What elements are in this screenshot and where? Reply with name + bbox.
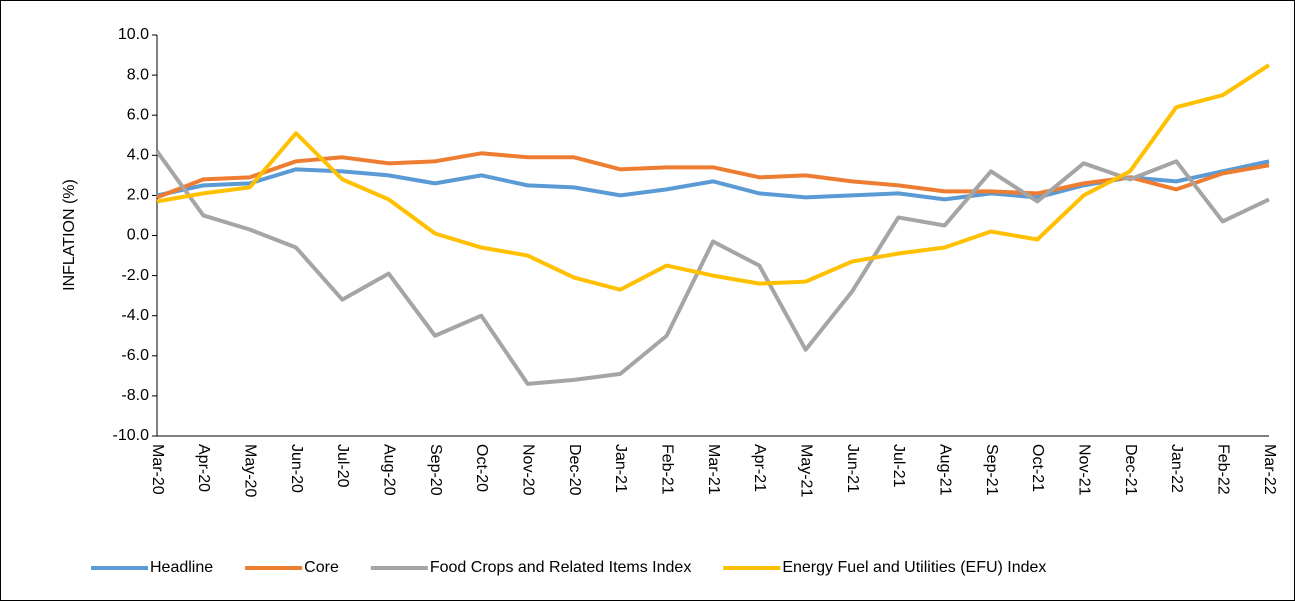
x-tick-label: May-20 xyxy=(241,444,258,497)
x-tick-label: Jan-21 xyxy=(612,444,629,493)
x-tick-label: Mar-20 xyxy=(149,444,166,495)
x-tick-label: May-21 xyxy=(797,444,814,497)
x-tick-label: Apr-20 xyxy=(195,444,212,492)
y-axis-label: INFLATION (%) xyxy=(61,179,78,291)
x-tick-label: Jul-21 xyxy=(890,444,907,488)
x-tick-label: Oct-20 xyxy=(473,444,490,492)
x-tick-label: Jan-22 xyxy=(1168,444,1185,493)
x-tick-label: Jun-21 xyxy=(844,444,861,493)
x-tick-label: Aug-20 xyxy=(380,444,397,496)
x-tick-label: Sep-20 xyxy=(427,444,444,496)
legend-label: Energy Fuel and Utilities (EFU) Index xyxy=(782,559,1046,576)
x-tick-label: Mar-21 xyxy=(705,444,722,495)
x-tick-label: Nov-21 xyxy=(1075,444,1092,496)
x-tick-label: Feb-21 xyxy=(658,444,675,495)
y-tick-label: -2.0 xyxy=(121,267,149,284)
x-tick-label: Mar-22 xyxy=(1261,444,1278,495)
x-tick-label: Feb-22 xyxy=(1214,444,1231,495)
x-tick-label: Nov-20 xyxy=(519,444,536,496)
x-tick-label: Jun-20 xyxy=(288,444,305,493)
y-tick-label: 6.0 xyxy=(127,106,149,123)
y-tick-label: 2.0 xyxy=(127,187,149,204)
y-tick-label: -10.0 xyxy=(113,427,150,444)
legend-label: Core xyxy=(304,559,339,576)
x-tick-label: Aug-21 xyxy=(936,444,953,496)
x-tick-label: Apr-21 xyxy=(751,444,768,492)
y-tick-label: 4.0 xyxy=(127,147,149,164)
legend-label: Food Crops and Related Items Index xyxy=(430,559,691,576)
series-line xyxy=(156,63,1271,292)
x-tick-label: Oct-21 xyxy=(1029,444,1046,492)
x-tick-label: Jul-20 xyxy=(334,444,351,488)
legend-label: Headline xyxy=(150,559,213,576)
x-tick-label: Dec-21 xyxy=(1122,444,1139,496)
y-tick-label: -8.0 xyxy=(121,387,149,404)
x-tick-label: Sep-21 xyxy=(983,444,1000,496)
y-tick-label: 0.0 xyxy=(127,227,149,244)
y-tick-label: -4.0 xyxy=(121,307,149,324)
y-tick-label: 10.0 xyxy=(118,26,149,43)
x-tick-label: Dec-20 xyxy=(566,444,583,496)
y-tick-label: 8.0 xyxy=(127,66,149,83)
y-tick-label: -6.0 xyxy=(121,347,149,364)
series-line xyxy=(155,150,1270,386)
series-line xyxy=(156,151,1270,200)
